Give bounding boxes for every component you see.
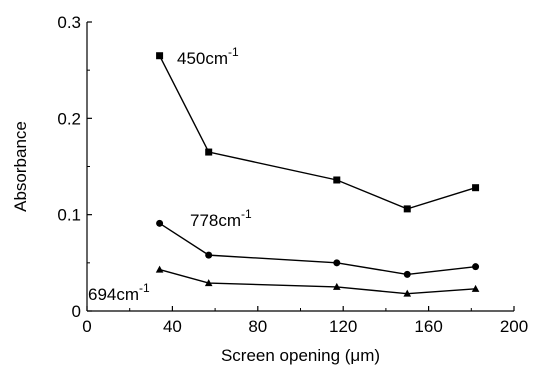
x-tick-label: 40 — [163, 317, 182, 336]
data-point-square — [205, 148, 213, 156]
series-line — [159, 268, 476, 295]
data-point-circle — [333, 259, 341, 267]
axes: 0 40 80 120 160 200 0 0.1 0.2 0.3 — [57, 13, 528, 336]
series-label-2: 694cm-1 — [88, 281, 150, 304]
data-point-circle — [156, 219, 164, 227]
data-point-square — [472, 184, 480, 192]
series-label-0: 450cm-1 — [177, 45, 239, 68]
y-tick-label: 0 — [72, 302, 81, 321]
x-tick-label: 0 — [82, 317, 91, 336]
series-line — [159, 222, 476, 276]
series-line — [158, 55, 476, 210]
x-tick-label: 200 — [500, 317, 528, 336]
data-point-triangle — [155, 265, 164, 273]
data-point-square — [403, 205, 411, 213]
x-tick-label: 160 — [414, 317, 442, 336]
y-axis-title: Absorbance — [11, 121, 30, 212]
data-point-square — [156, 52, 164, 60]
data-point-circle — [403, 270, 411, 278]
x-tick-label: 80 — [248, 317, 267, 336]
data-point-triangle — [471, 284, 480, 292]
data-point-triangle — [403, 289, 412, 297]
x-axis-title: Screen opening (μm) — [221, 346, 380, 365]
data-point-circle — [205, 251, 213, 259]
data-point-square — [333, 176, 341, 184]
y-tick-label: 0.3 — [57, 13, 81, 32]
y-tick-label: 0.1 — [57, 206, 81, 225]
series-label-1: 778cm-1 — [190, 207, 252, 230]
series-0 — [156, 52, 480, 213]
series-2 — [155, 265, 480, 297]
series-1 — [156, 219, 480, 278]
series-labels: 450cm-1 778cm-1 694cm-1 — [88, 45, 252, 304]
y-tick-label: 0.2 — [57, 109, 81, 128]
data-point-circle — [472, 263, 480, 271]
data-point-triangle — [332, 282, 341, 290]
series-layer — [155, 52, 480, 297]
data-point-triangle — [204, 279, 213, 287]
x-tick-label: 120 — [329, 317, 357, 336]
